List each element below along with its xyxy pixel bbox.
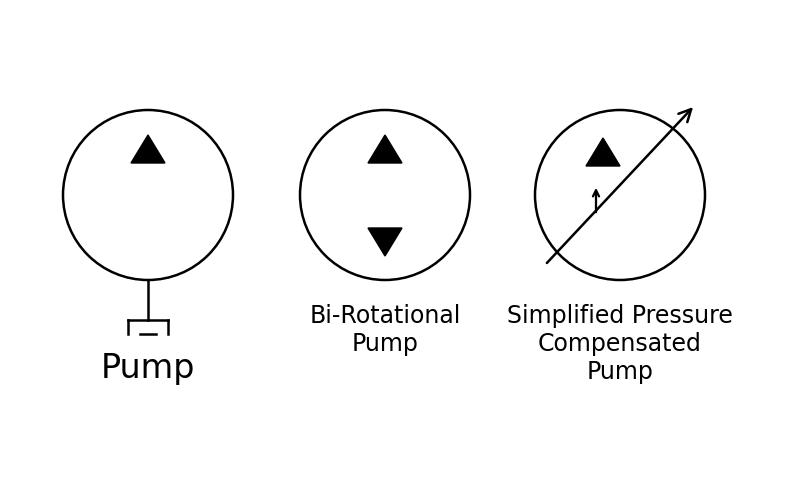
Polygon shape [586, 138, 620, 166]
Polygon shape [131, 135, 165, 163]
Text: Pump: Pump [101, 352, 195, 385]
Polygon shape [368, 228, 402, 256]
Polygon shape [368, 135, 402, 163]
Text: Bi-Rotational
Pump: Bi-Rotational Pump [310, 304, 461, 356]
Text: Simplified Pressure
Compensated
Pump: Simplified Pressure Compensated Pump [507, 304, 733, 384]
